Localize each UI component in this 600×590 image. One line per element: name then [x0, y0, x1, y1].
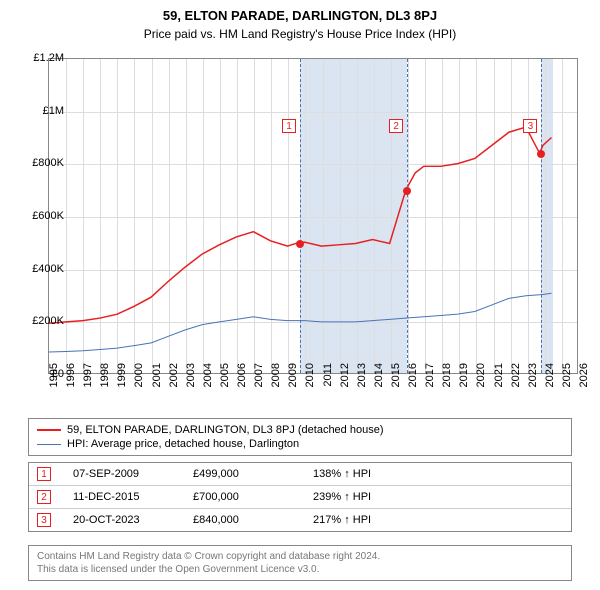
sale-row-marker: 1 — [37, 467, 51, 481]
sale-vline — [407, 59, 408, 373]
legend-swatch-property — [37, 429, 61, 431]
x-axis-label: 1995 — [48, 363, 60, 393]
legend-item-hpi: HPI: Average price, detached house, Darl… — [37, 437, 563, 451]
sale-vline — [541, 59, 542, 373]
x-axis-label: 2024 — [544, 363, 556, 393]
sale-row: 3 20-OCT-2023£840,000217% ↑ HPI — [29, 508, 571, 531]
sale-hpi-rel: 239% ↑ HPI — [313, 491, 563, 503]
legend-swatch-hpi — [37, 444, 61, 445]
y-axis-label: £1.2M — [24, 52, 64, 64]
sale-hpi-rel: 138% ↑ HPI — [313, 468, 563, 480]
sale-date: 07-SEP-2009 — [73, 468, 193, 480]
attribution-line-1: Contains HM Land Registry data © Crown c… — [37, 550, 563, 563]
x-axis-label: 2003 — [185, 363, 197, 393]
sale-row-marker: 3 — [37, 513, 51, 527]
x-axis-label: 2013 — [356, 363, 368, 393]
x-axis-label: 1998 — [99, 363, 111, 393]
x-axis-label: 2000 — [133, 363, 145, 393]
x-axis-label: 2017 — [424, 363, 436, 393]
x-axis-label: 2022 — [510, 363, 522, 393]
x-axis-label: 1999 — [116, 363, 128, 393]
attribution: Contains HM Land Registry data © Crown c… — [28, 545, 572, 581]
chart-subtitle: Price paid vs. HM Land Registry's House … — [0, 23, 600, 47]
x-axis-label: 2015 — [390, 363, 402, 393]
sale-vline — [300, 59, 301, 373]
x-axis-label: 2007 — [253, 363, 265, 393]
chart-title: 59, ELTON PARADE, DARLINGTON, DL3 8PJ — [0, 0, 600, 23]
sale-point — [403, 187, 411, 195]
legend-label-hpi: HPI: Average price, detached house, Darl… — [67, 438, 299, 450]
sale-row: 2 11-DEC-2015£700,000239% ↑ HPI — [29, 485, 571, 508]
legend-label-property: 59, ELTON PARADE, DARLINGTON, DL3 8PJ (d… — [67, 424, 384, 436]
x-axis-label: 2016 — [407, 363, 419, 393]
y-axis-label: £1M — [24, 105, 64, 117]
sale-marker-box: 1 — [282, 119, 296, 133]
x-axis-label: 2021 — [493, 363, 505, 393]
x-axis-label: 1997 — [82, 363, 94, 393]
x-axis-label: 1996 — [65, 363, 77, 393]
sale-row-marker: 2 — [37, 490, 51, 504]
x-axis-label: 2009 — [287, 363, 299, 393]
legend-item-property: 59, ELTON PARADE, DARLINGTON, DL3 8PJ (d… — [37, 423, 563, 437]
x-axis-label: 2008 — [270, 363, 282, 393]
chart-plot-area: 1 2 3 — [48, 58, 578, 374]
sale-point — [296, 240, 304, 248]
sale-date: 20-OCT-2023 — [73, 514, 193, 526]
sale-marker-box: 3 — [523, 119, 537, 133]
chart-svg — [49, 59, 577, 373]
x-axis-label: 2018 — [441, 363, 453, 393]
x-axis-label: 2012 — [339, 363, 351, 393]
x-axis-label: 2011 — [322, 363, 334, 393]
y-axis-label: £400K — [24, 263, 64, 275]
y-axis-label: £200K — [24, 315, 64, 327]
sale-marker-box: 2 — [389, 119, 403, 133]
x-axis-label: 2010 — [304, 363, 316, 393]
x-axis-label: 2006 — [236, 363, 248, 393]
x-axis-label: 2004 — [202, 363, 214, 393]
y-axis-label: £800K — [24, 157, 64, 169]
x-axis-label: 2005 — [219, 363, 231, 393]
x-axis-label: 2020 — [475, 363, 487, 393]
sale-price: £700,000 — [193, 491, 313, 503]
sales-table: 1 07-SEP-2009£499,000138% ↑ HPI 2 11-DEC-20… — [28, 462, 572, 532]
x-axis-label: 2026 — [578, 363, 590, 393]
x-axis-label: 2014 — [373, 363, 385, 393]
attribution-line-2: This data is licensed under the Open Gov… — [37, 563, 563, 576]
x-axis-label: 2025 — [561, 363, 573, 393]
x-axis-label: 2023 — [527, 363, 539, 393]
sale-row: 1 07-SEP-2009£499,000138% ↑ HPI — [29, 463, 571, 485]
x-axis-label: 2001 — [151, 363, 163, 393]
x-axis-label: 2019 — [458, 363, 470, 393]
x-axis-label: 2002 — [168, 363, 180, 393]
sale-price: £499,000 — [193, 468, 313, 480]
sale-hpi-rel: 217% ↑ HPI — [313, 514, 563, 526]
sale-date: 11-DEC-2015 — [73, 491, 193, 503]
sale-point — [537, 150, 545, 158]
sale-price: £840,000 — [193, 514, 313, 526]
legend: 59, ELTON PARADE, DARLINGTON, DL3 8PJ (d… — [28, 418, 572, 456]
y-axis-label: £600K — [24, 210, 64, 222]
